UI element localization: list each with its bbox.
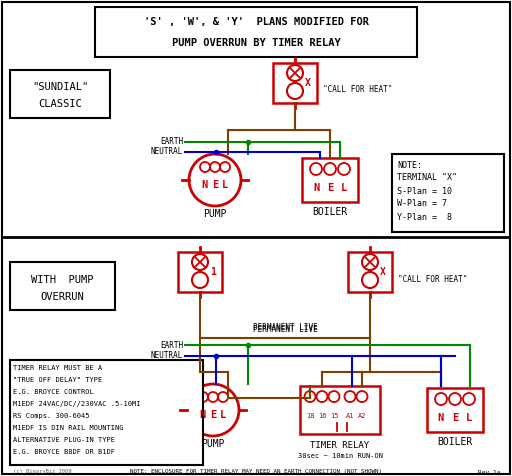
Text: CLASSIC: CLASSIC [38,99,82,109]
Text: 'S' , 'W', & 'Y'  PLANS MODIFIED FOR: 'S' , 'W', & 'Y' PLANS MODIFIED FOR [143,17,369,27]
Text: EARTH: EARTH [160,138,183,147]
Text: X: X [380,267,386,277]
Text: L: L [466,413,472,423]
Text: 1: 1 [210,267,216,277]
Text: 30sec ~ 10min RUN-ON: 30sec ~ 10min RUN-ON [297,453,382,459]
Text: PUMP OVERRUN BY TIMER RELAY: PUMP OVERRUN BY TIMER RELAY [172,38,340,48]
Text: PERMANENT LIVE: PERMANENT LIVE [252,324,317,333]
Text: M1EDF 24VAC/DC//230VAC .5-10MI: M1EDF 24VAC/DC//230VAC .5-10MI [13,401,140,407]
Text: E: E [212,180,218,190]
Text: PUMP: PUMP [203,209,227,219]
Text: PUMP: PUMP [201,439,225,449]
Text: 16: 16 [318,413,326,419]
Text: W-Plan = 7: W-Plan = 7 [397,199,447,208]
Text: NOTE:: NOTE: [397,160,422,169]
Text: NEUTRAL: NEUTRAL [151,351,183,360]
Text: N: N [200,410,206,420]
Text: "SUNDIAL": "SUNDIAL" [32,82,88,92]
Text: EARTH: EARTH [160,340,183,349]
FancyBboxPatch shape [302,158,358,202]
Text: M1EDF IS DIN RAIL MOUNTING: M1EDF IS DIN RAIL MOUNTING [13,425,123,431]
Text: TERMINAL "X": TERMINAL "X" [397,173,457,182]
Text: A1: A1 [346,413,354,419]
Text: 18: 18 [306,413,314,419]
Text: RS Comps. 300-6045: RS Comps. 300-6045 [13,413,90,419]
Text: N: N [313,183,319,193]
Text: E: E [327,183,333,193]
Text: NEUTRAL: NEUTRAL [151,148,183,157]
Text: (c) BinaryBiz 2009: (c) BinaryBiz 2009 [13,469,72,475]
Text: N: N [438,413,444,423]
Text: "CALL FOR HEAT": "CALL FOR HEAT" [398,276,467,285]
Text: NOTE: ENCLOSURE FOR TIMER RELAY MAY NEED AN EARTH CONNECTION (NOT SHOWN): NOTE: ENCLOSURE FOR TIMER RELAY MAY NEED… [130,469,382,475]
Text: E: E [210,410,216,420]
FancyBboxPatch shape [348,252,392,292]
Text: E.G. BROYCE CONTROL: E.G. BROYCE CONTROL [13,389,94,395]
Text: ALTERNATIVE PLUG-IN TYPE: ALTERNATIVE PLUG-IN TYPE [13,437,115,443]
FancyBboxPatch shape [95,7,417,57]
Text: Rev 1a: Rev 1a [478,469,500,475]
FancyBboxPatch shape [392,154,504,232]
Text: TIMER RELAY: TIMER RELAY [310,442,370,450]
Text: WITH  PUMP: WITH PUMP [31,275,93,285]
Text: "TRUE OFF DELAY" TYPE: "TRUE OFF DELAY" TYPE [13,377,102,383]
Text: L: L [341,183,347,193]
FancyBboxPatch shape [10,360,203,465]
Text: S-Plan = 10: S-Plan = 10 [397,187,452,196]
Text: BOILER: BOILER [437,437,473,447]
FancyBboxPatch shape [178,252,222,292]
Text: X: X [305,78,311,88]
Text: L: L [222,180,228,190]
FancyBboxPatch shape [273,63,317,103]
Text: Y-Plan =  8: Y-Plan = 8 [397,212,452,221]
FancyBboxPatch shape [10,70,110,118]
FancyBboxPatch shape [427,388,483,432]
FancyBboxPatch shape [10,262,115,310]
Text: TIMER RELAY MUST BE A: TIMER RELAY MUST BE A [13,365,102,371]
Text: PERMANENT LIVE: PERMANENT LIVE [252,326,317,335]
Text: N: N [202,180,208,190]
Text: BOILER: BOILER [312,207,348,217]
Text: OVERRUN: OVERRUN [40,292,84,302]
Text: A2: A2 [358,413,366,419]
Text: L: L [220,410,226,420]
Text: E: E [452,413,458,423]
FancyBboxPatch shape [300,386,380,434]
Text: "CALL FOR HEAT": "CALL FOR HEAT" [323,86,392,95]
Text: E.G. BROYCE B8DF OR B1DF: E.G. BROYCE B8DF OR B1DF [13,449,115,455]
Text: 15: 15 [330,413,338,419]
